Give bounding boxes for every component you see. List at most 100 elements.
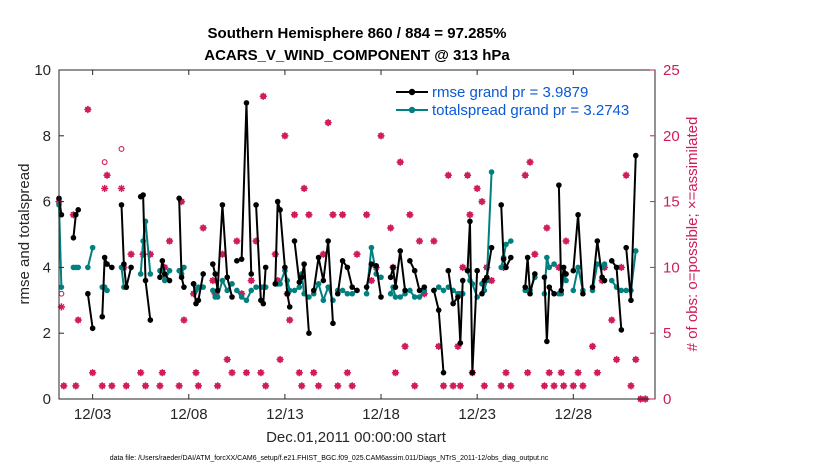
totalspread-point — [546, 264, 553, 271]
rmse-point — [296, 279, 303, 286]
obs-assimilated-point — [233, 237, 241, 245]
totalspread-point — [104, 287, 110, 294]
rmse-point — [459, 277, 466, 284]
totalspread-point — [238, 294, 245, 300]
obs-assimilated-point — [463, 171, 472, 179]
obs-assimilated-point — [192, 369, 200, 377]
obs-assimilated-point — [473, 184, 481, 193]
obs-assimilated-point — [454, 342, 462, 350]
totalspread-point — [214, 294, 221, 300]
rmse-point — [339, 258, 346, 264]
x-tick-label: 12/28 — [555, 406, 593, 423]
totalspread-point — [575, 264, 581, 271]
obs-assimilated-point — [223, 355, 231, 364]
rmse-point — [291, 238, 298, 244]
legend-rmse-marker — [408, 88, 416, 96]
totalspread-point — [387, 290, 394, 297]
rmse-point — [272, 281, 279, 287]
totalspread-point — [210, 287, 216, 294]
totalspread-point — [89, 244, 96, 251]
totalspread-point — [416, 294, 423, 300]
rmse-point — [243, 100, 250, 106]
obs-assimilated-point — [122, 382, 130, 390]
obs-assimilated-point — [466, 211, 474, 219]
totalspread-point — [315, 281, 322, 287]
rmse-point — [166, 277, 173, 284]
rmse-point — [118, 202, 125, 208]
rmse-line — [557, 185, 568, 292]
rmse-point — [563, 271, 569, 277]
obs-assimilated-point — [415, 237, 424, 245]
rmse-point — [128, 264, 134, 271]
totalspread-point — [368, 244, 375, 251]
rmse-point — [378, 294, 384, 300]
rmse-point — [479, 290, 485, 297]
rmse-point — [310, 287, 317, 294]
rmse-point — [104, 261, 110, 267]
rmse-point — [262, 264, 269, 271]
totalspread-point — [435, 284, 442, 290]
obs-assimilated-point — [84, 105, 92, 114]
rmse-point — [349, 284, 355, 290]
y-right-tick-label: 5 — [663, 325, 671, 342]
obs-assimilated-point — [497, 382, 505, 390]
obs-assimilated-point — [420, 290, 428, 298]
obs-assimilated-point — [391, 369, 400, 377]
totalspread-point — [632, 248, 639, 254]
rmse-point — [320, 277, 327, 284]
obs-assimilated-point — [108, 382, 116, 390]
rmse-point — [306, 330, 312, 337]
rmse-point — [580, 290, 586, 297]
obs-assimilated-point — [247, 276, 255, 285]
rmse-point — [435, 307, 442, 313]
rmse-point — [274, 198, 281, 205]
obs-assimilated-point — [545, 369, 553, 377]
obs-assimilated-point — [103, 171, 111, 179]
totalspread-point — [243, 297, 250, 304]
rmse-point — [457, 340, 464, 346]
obs-assimilated-point — [324, 119, 332, 127]
rmse-point — [344, 264, 351, 271]
x-tick-label: 12/13 — [266, 406, 304, 423]
obs-assimilated-point — [194, 382, 202, 390]
obs-assimilated-point — [526, 158, 534, 166]
rmse-point — [286, 304, 293, 310]
obs-assimilated-point — [406, 211, 414, 219]
rmse-point — [147, 317, 154, 323]
rmse-point — [159, 258, 166, 264]
rmse-line — [120, 204, 133, 289]
obs-possible-point — [101, 159, 108, 166]
obs-assimilated-point — [310, 369, 318, 377]
obs-assimilated-point — [177, 198, 186, 206]
rmse-point — [483, 274, 490, 281]
obs-assimilated-point — [117, 184, 126, 193]
totalspread-point — [137, 271, 144, 277]
y-tick-label: 2 — [43, 325, 51, 342]
obs-assimilated-point — [367, 276, 376, 285]
rmse-point — [70, 234, 77, 241]
rmse-line — [524, 256, 536, 295]
obs-assimilated-point — [456, 382, 464, 390]
obs-assimilated-point — [396, 158, 404, 166]
rmse-point — [618, 327, 625, 333]
totalspread-point — [349, 290, 355, 297]
rmse-point — [628, 297, 634, 304]
rmse-point — [214, 287, 221, 294]
obs-assimilated-point — [608, 316, 616, 324]
x-tick-label: 12/23 — [458, 406, 496, 423]
rmse-point — [123, 284, 130, 290]
totalspread-point — [161, 277, 168, 284]
obs-assimilated-point — [627, 382, 635, 390]
obs-assimilated-point — [579, 382, 587, 390]
rmse-point — [190, 281, 197, 287]
obs-assimilated-point — [228, 369, 236, 377]
totalspread-point — [498, 264, 504, 271]
rmse-point — [282, 264, 288, 271]
rmse-point — [234, 258, 240, 264]
totalspread-point — [508, 238, 514, 244]
rmse-point — [421, 284, 428, 290]
totalspread-point — [570, 287, 577, 294]
rmse-point — [142, 277, 149, 284]
rmse-point — [440, 369, 447, 376]
